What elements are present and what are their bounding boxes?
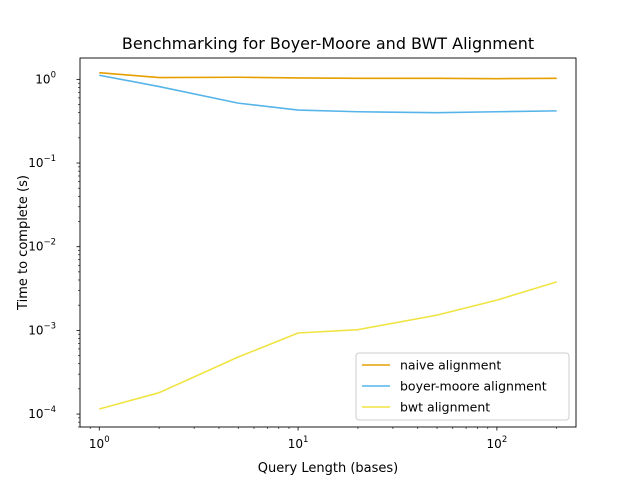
y-tick-label: 10−4 [28, 405, 56, 421]
y-axis-label: Time to complete (s) [16, 175, 31, 311]
legend-label: bwt alignment [400, 400, 490, 415]
y-tick-label: 10−3 [28, 321, 56, 337]
series-line-1 [99, 74, 557, 114]
legend-label: naive alignment [400, 358, 501, 373]
x-axis-label: Query Length (bases) [258, 461, 399, 476]
legend: naive alignment boyer-moore alignment bwt … [355, 352, 570, 421]
x-tick-label: 100 [89, 435, 110, 451]
y-tick-label: 10−2 [28, 238, 56, 254]
y-tick-label: 10−1 [28, 154, 56, 170]
chart-title: Benchmarking for Boyer-Moore and BWT Ali… [122, 34, 534, 53]
x-tick-label: 102 [487, 435, 508, 451]
y-tick-label: 100 [35, 70, 56, 86]
legend-box [355, 352, 570, 421]
series-line-0 [99, 71, 557, 80]
plot-lines [99, 71, 557, 410]
y-axis-ticks: 10−4 10−3 10−2 10−1 100 [28, 70, 80, 428]
x-tick-label: 101 [288, 435, 309, 451]
series-line-2 [99, 281, 557, 410]
x-axis-ticks: 100 101 102 [89, 427, 558, 451]
legend-label: boyer-moore alignment [400, 379, 547, 394]
plot-frame [79, 57, 577, 428]
